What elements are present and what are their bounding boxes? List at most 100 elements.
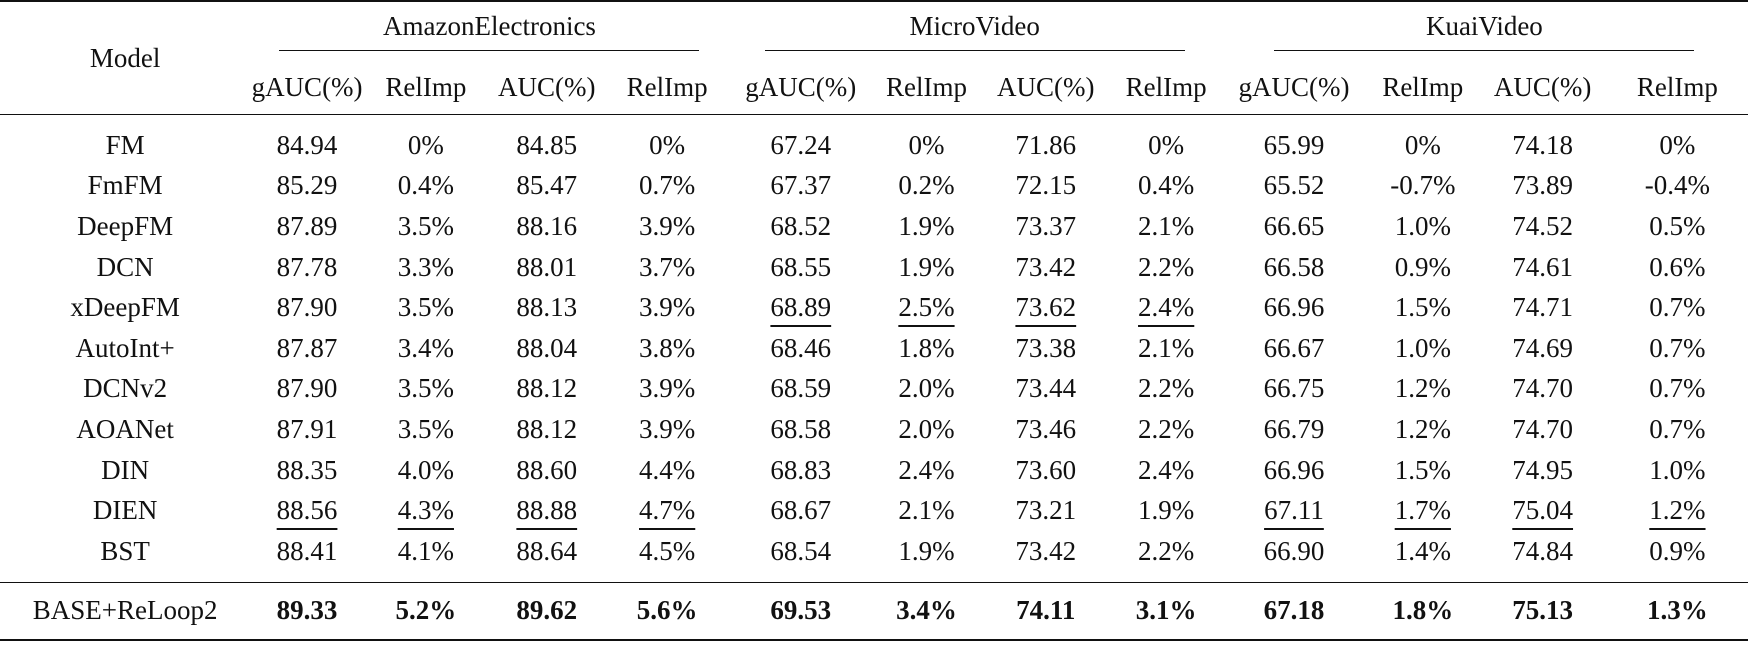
value-cell: 3.5%: [364, 206, 488, 247]
value-cell: 3.3%: [364, 247, 488, 288]
value-cell: 1.2%: [1367, 369, 1478, 410]
value-cell: 3.5%: [364, 287, 488, 328]
value-cell: 75.13: [1478, 582, 1607, 641]
value-cell: 88.60: [488, 450, 606, 491]
value-cell: 65.52: [1221, 166, 1367, 207]
group-header-microvideo: MicroVideo: [728, 0, 1221, 60]
value-text: 0.9%: [1394, 251, 1451, 282]
value-text: 0%: [908, 129, 945, 160]
model-name-cell: DCNv2: [83, 373, 168, 404]
value-text: 0.4%: [397, 170, 454, 201]
value-cell: 68.52: [729, 206, 873, 247]
value-text: 68.67: [770, 495, 832, 526]
value-text: 72.15: [1015, 170, 1077, 201]
value-text: 0%: [649, 129, 686, 160]
value-cell: 4.1%: [364, 531, 488, 572]
value-cell: 2.2%: [1112, 531, 1221, 572]
value-cell: 0.7%: [606, 166, 729, 207]
value-cell: 88.04: [488, 328, 606, 369]
value-text: 0%: [1404, 129, 1441, 160]
value-text: 3.5%: [397, 292, 454, 323]
value-text: -0.4%: [1644, 170, 1711, 201]
value-cell: 87.90: [250, 369, 363, 410]
value-cell: 66.90: [1221, 531, 1367, 572]
value-cell: 0.2%: [873, 166, 980, 207]
value-text: -0.7%: [1390, 170, 1456, 201]
value-text: 66.67: [1263, 332, 1325, 363]
value-cell: 73.44: [980, 369, 1112, 410]
value-cell: 2.2%: [1112, 409, 1221, 450]
value-cell: 68.59: [729, 369, 873, 410]
value-cell: 0%: [873, 125, 980, 166]
value-cell: 74.11: [980, 582, 1112, 641]
value-text: 68.58: [770, 413, 832, 444]
group-rule: [764, 50, 1185, 51]
value-text: 2.4%: [898, 454, 955, 485]
value-text: 1.8%: [898, 332, 955, 363]
metric-column-header: RelImp: [1367, 60, 1479, 115]
value-text: 1.5%: [1394, 292, 1451, 323]
value-text: 88.01: [516, 251, 578, 282]
metric-column-header: gAUC(%): [250, 60, 364, 115]
value-text: 2.5%: [898, 292, 955, 323]
value-text: 0%: [407, 129, 444, 160]
value-text: 66.90: [1263, 535, 1325, 566]
table-row: FmFM 85.29 0.4% 85.47 0.7% 67.37 0.2% 72.15 0.4%…: [0, 166, 1748, 207]
value-text: 88.13: [516, 292, 578, 323]
value-cell: 2.1%: [873, 490, 980, 531]
value-cell: 3.4%: [364, 328, 488, 369]
value-text: 73.38: [1015, 332, 1077, 363]
model-name-cell: DCN: [96, 251, 154, 282]
group-title: MicroVideo: [909, 11, 1040, 41]
value-text: 87.87: [276, 332, 338, 363]
value-text: 0.7%: [1649, 373, 1706, 404]
value-text: 0.7%: [1649, 332, 1706, 363]
value-text: 3.9%: [639, 413, 696, 444]
model-name-cell: BASE+ReLoop2: [0, 582, 251, 641]
value-text: 1.5%: [1394, 454, 1451, 485]
value-text: 88.41: [276, 535, 338, 566]
value-text: 73.37: [1015, 210, 1077, 241]
value-text: 1.4%: [1394, 535, 1451, 566]
value-text: 88.88: [516, 495, 578, 526]
value-cell: 3.8%: [606, 328, 729, 369]
value-text: 65.99: [1263, 129, 1325, 160]
value-cell: 73.42: [980, 247, 1112, 288]
value-cell: 72.15: [980, 166, 1112, 207]
value-text: 67.11: [1264, 495, 1324, 526]
value-cell: 88.12: [488, 409, 606, 450]
value-text: 88.04: [516, 332, 578, 363]
metric-column-header: RelImp: [605, 60, 729, 115]
value-text: 0.2%: [898, 170, 955, 201]
value-text: 3.7%: [639, 251, 696, 282]
value-cell: 88.35: [250, 450, 363, 491]
group-header-kuaivideo: KuaiVideo: [1220, 0, 1748, 60]
value-cell: 4.4%: [606, 450, 729, 491]
value-cell: 67.37: [729, 166, 873, 207]
value-cell: 66.96: [1221, 450, 1367, 491]
value-text: 2.1%: [1138, 210, 1195, 241]
group-rule: [1274, 50, 1695, 51]
value-text: 68.59: [770, 373, 832, 404]
group-title: AmazonElectronics: [383, 11, 596, 41]
value-text: 74.61: [1512, 251, 1574, 282]
value-cell: 85.47: [488, 166, 606, 207]
value-cell: 88.12: [488, 369, 606, 410]
value-cell: 66.65: [1221, 206, 1367, 247]
value-text: 66.58: [1263, 251, 1325, 282]
value-text: 66.75: [1263, 373, 1325, 404]
value-text: 4.1%: [397, 535, 454, 566]
value-text: 66.79: [1263, 413, 1325, 444]
value-cell: 85.29: [250, 166, 363, 207]
value-cell: 0%: [1607, 125, 1748, 166]
metric-column-header: RelImp: [1606, 60, 1748, 115]
table-row: DCN 87.78 3.3% 88.01 3.7% 68.55 1.9% 73.42 2.2% 6…: [0, 247, 1748, 288]
table-row: xDeepFM 87.90 3.5% 88.13 3.9% 68.89 2.5% 73.62 2…: [0, 287, 1748, 328]
value-cell: 1.4%: [1367, 531, 1478, 572]
value-text: 2.2%: [1138, 413, 1195, 444]
value-text: 67.24: [770, 129, 832, 160]
group-rule: [279, 50, 700, 51]
value-text: 87.89: [276, 210, 338, 241]
value-text: 88.60: [516, 454, 578, 485]
value-text: 4.7%: [639, 495, 696, 526]
